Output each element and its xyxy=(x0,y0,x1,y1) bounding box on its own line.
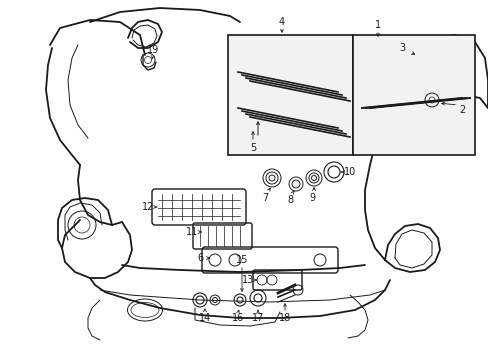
Text: 5: 5 xyxy=(249,143,256,153)
Text: 10: 10 xyxy=(343,167,355,177)
Text: 8: 8 xyxy=(286,195,292,205)
Text: 3: 3 xyxy=(398,43,404,53)
Bar xyxy=(352,35,474,155)
Text: 9: 9 xyxy=(308,193,314,203)
Text: 17: 17 xyxy=(251,313,264,323)
Text: 13: 13 xyxy=(242,275,254,285)
Text: 12: 12 xyxy=(142,202,154,212)
Bar xyxy=(227,35,352,155)
Text: 19: 19 xyxy=(146,45,159,55)
Text: 2: 2 xyxy=(458,105,464,115)
Text: 11: 11 xyxy=(185,227,198,237)
Text: 1: 1 xyxy=(374,20,380,30)
Text: 4: 4 xyxy=(278,17,285,27)
Text: 7: 7 xyxy=(262,193,267,203)
Text: 14: 14 xyxy=(199,313,211,323)
Text: 15: 15 xyxy=(235,255,248,265)
Text: 16: 16 xyxy=(231,313,244,323)
Text: 6: 6 xyxy=(197,253,203,263)
Text: 18: 18 xyxy=(278,313,290,323)
